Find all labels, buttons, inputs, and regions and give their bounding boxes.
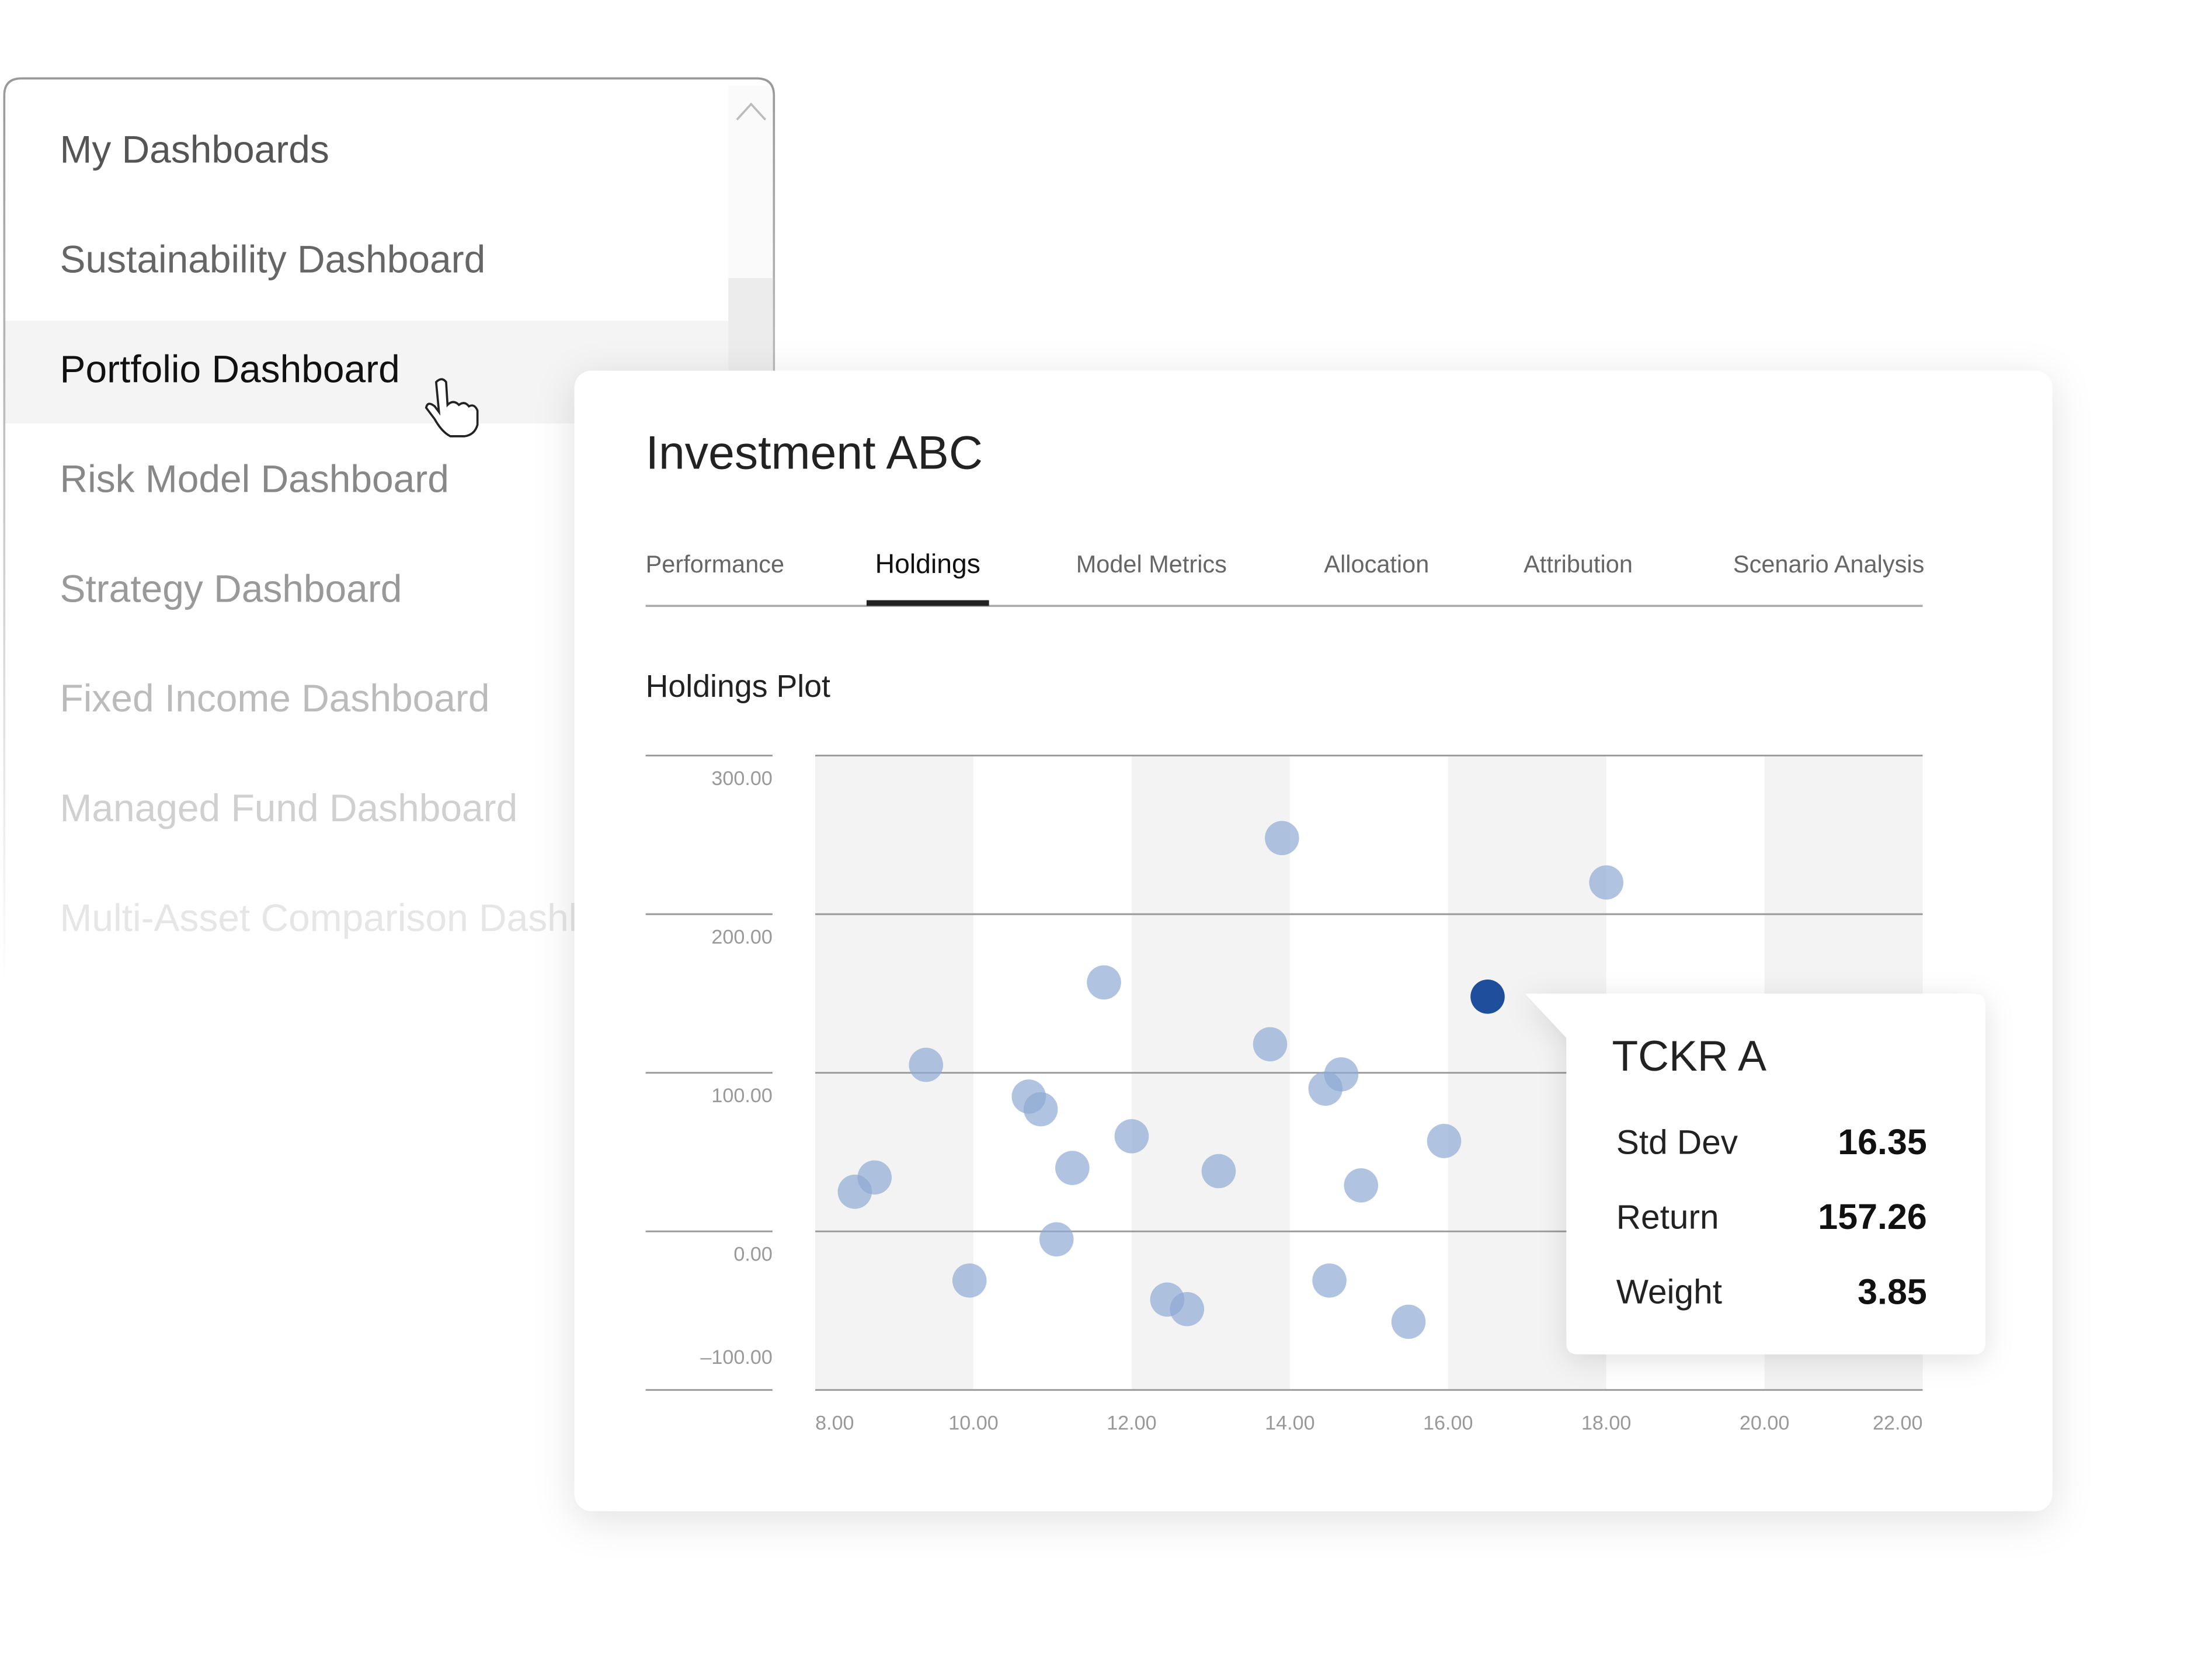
menu-item[interactable]: My Dashboards [60, 128, 329, 171]
x-tick-label: 10.00 [948, 1412, 998, 1434]
data-point[interactable] [1312, 1263, 1347, 1298]
tab[interactable]: Model Metrics [1076, 550, 1227, 578]
data-point[interactable] [1265, 821, 1299, 856]
hand-cursor [425, 378, 479, 437]
data-point[interactable] [837, 1175, 872, 1209]
tab[interactable]: Allocation [1324, 550, 1429, 578]
dashboard-menu: My Dashboards Sustainability Dashboard Por… [3, 77, 775, 984]
data-point[interactable] [1055, 1151, 1090, 1185]
menu-item[interactable]: Sustainability Dashboard [60, 238, 486, 281]
tooltip-title: TCKR A [1612, 1032, 1766, 1080]
data-point[interactable] [1253, 1027, 1288, 1062]
card-title: Investment ABC [646, 426, 983, 479]
tooltip-box [1525, 994, 1985, 1355]
tooltip: TCKR A Std Dev 16.35 Return 157.26 Weight 3.8… [1525, 994, 1985, 1355]
data-point[interactable] [1170, 1291, 1205, 1326]
data-point[interactable] [1114, 1119, 1149, 1154]
x-tick-label: 14.00 [1265, 1412, 1314, 1434]
tooltip-value: 16.35 [1838, 1122, 1927, 1162]
menu-item[interactable]: Portfolio Dashboard [60, 347, 400, 390]
data-point[interactable] [1470, 980, 1505, 1014]
data-point[interactable] [1344, 1168, 1379, 1203]
tab[interactable]: Performance [646, 550, 784, 578]
y-tick-label: –100.00 [700, 1346, 772, 1369]
data-point[interactable] [1039, 1222, 1074, 1257]
tab[interactable]: Attribution [1524, 550, 1633, 578]
data-point[interactable] [909, 1047, 944, 1082]
tooltip-value: 157.26 [1818, 1197, 1927, 1237]
y-tick-label: 200.00 [711, 926, 772, 949]
tooltip-label: Weight [1616, 1273, 1722, 1311]
data-point[interactable] [1427, 1124, 1462, 1158]
data-point[interactable] [1087, 965, 1121, 1000]
x-tick-label: 22.00 [1873, 1412, 1922, 1434]
y-tick-label: 300.00 [711, 768, 772, 790]
chart-title: Holdings Plot [646, 669, 830, 704]
menu-item[interactable]: Strategy Dashboard [60, 567, 402, 610]
menu-border [3, 77, 775, 984]
menu-item[interactable]: Fixed Income Dashboard [60, 676, 490, 720]
tooltip-value: 3.85 [1858, 1272, 1927, 1311]
menu-item[interactable]: Managed Fund Dashboard [60, 786, 518, 829]
y-tick-label: 100.00 [711, 1085, 772, 1107]
data-point[interactable] [1308, 1071, 1343, 1106]
x-tick-label: 12.00 [1107, 1412, 1156, 1434]
tab[interactable]: Holdings [875, 548, 980, 579]
tooltip-label: Return [1616, 1199, 1719, 1237]
scroll-up-arrow[interactable] [736, 102, 767, 121]
data-point[interactable] [1201, 1154, 1236, 1189]
tooltip-label: Std Dev [1616, 1123, 1738, 1161]
data-point[interactable] [1023, 1092, 1058, 1127]
x-tick-label: 20.00 [1740, 1412, 1789, 1434]
tab[interactable]: Scenario Analysis [1733, 550, 1924, 578]
active-tab-underline [866, 600, 989, 606]
data-point[interactable] [1391, 1304, 1426, 1339]
x-tick-label: 16.00 [1423, 1412, 1473, 1434]
x-tick-label: 18.00 [1581, 1412, 1631, 1434]
x-tick-label: 8.00 [815, 1412, 854, 1434]
menu-item[interactable]: Risk Model Dashboard [60, 457, 449, 500]
data-point[interactable] [952, 1263, 987, 1298]
data-point[interactable] [1589, 865, 1623, 900]
y-tick-label: 0.00 [733, 1244, 772, 1266]
menu-item[interactable]: Multi-Asset Comparison Dashboard [60, 896, 667, 939]
